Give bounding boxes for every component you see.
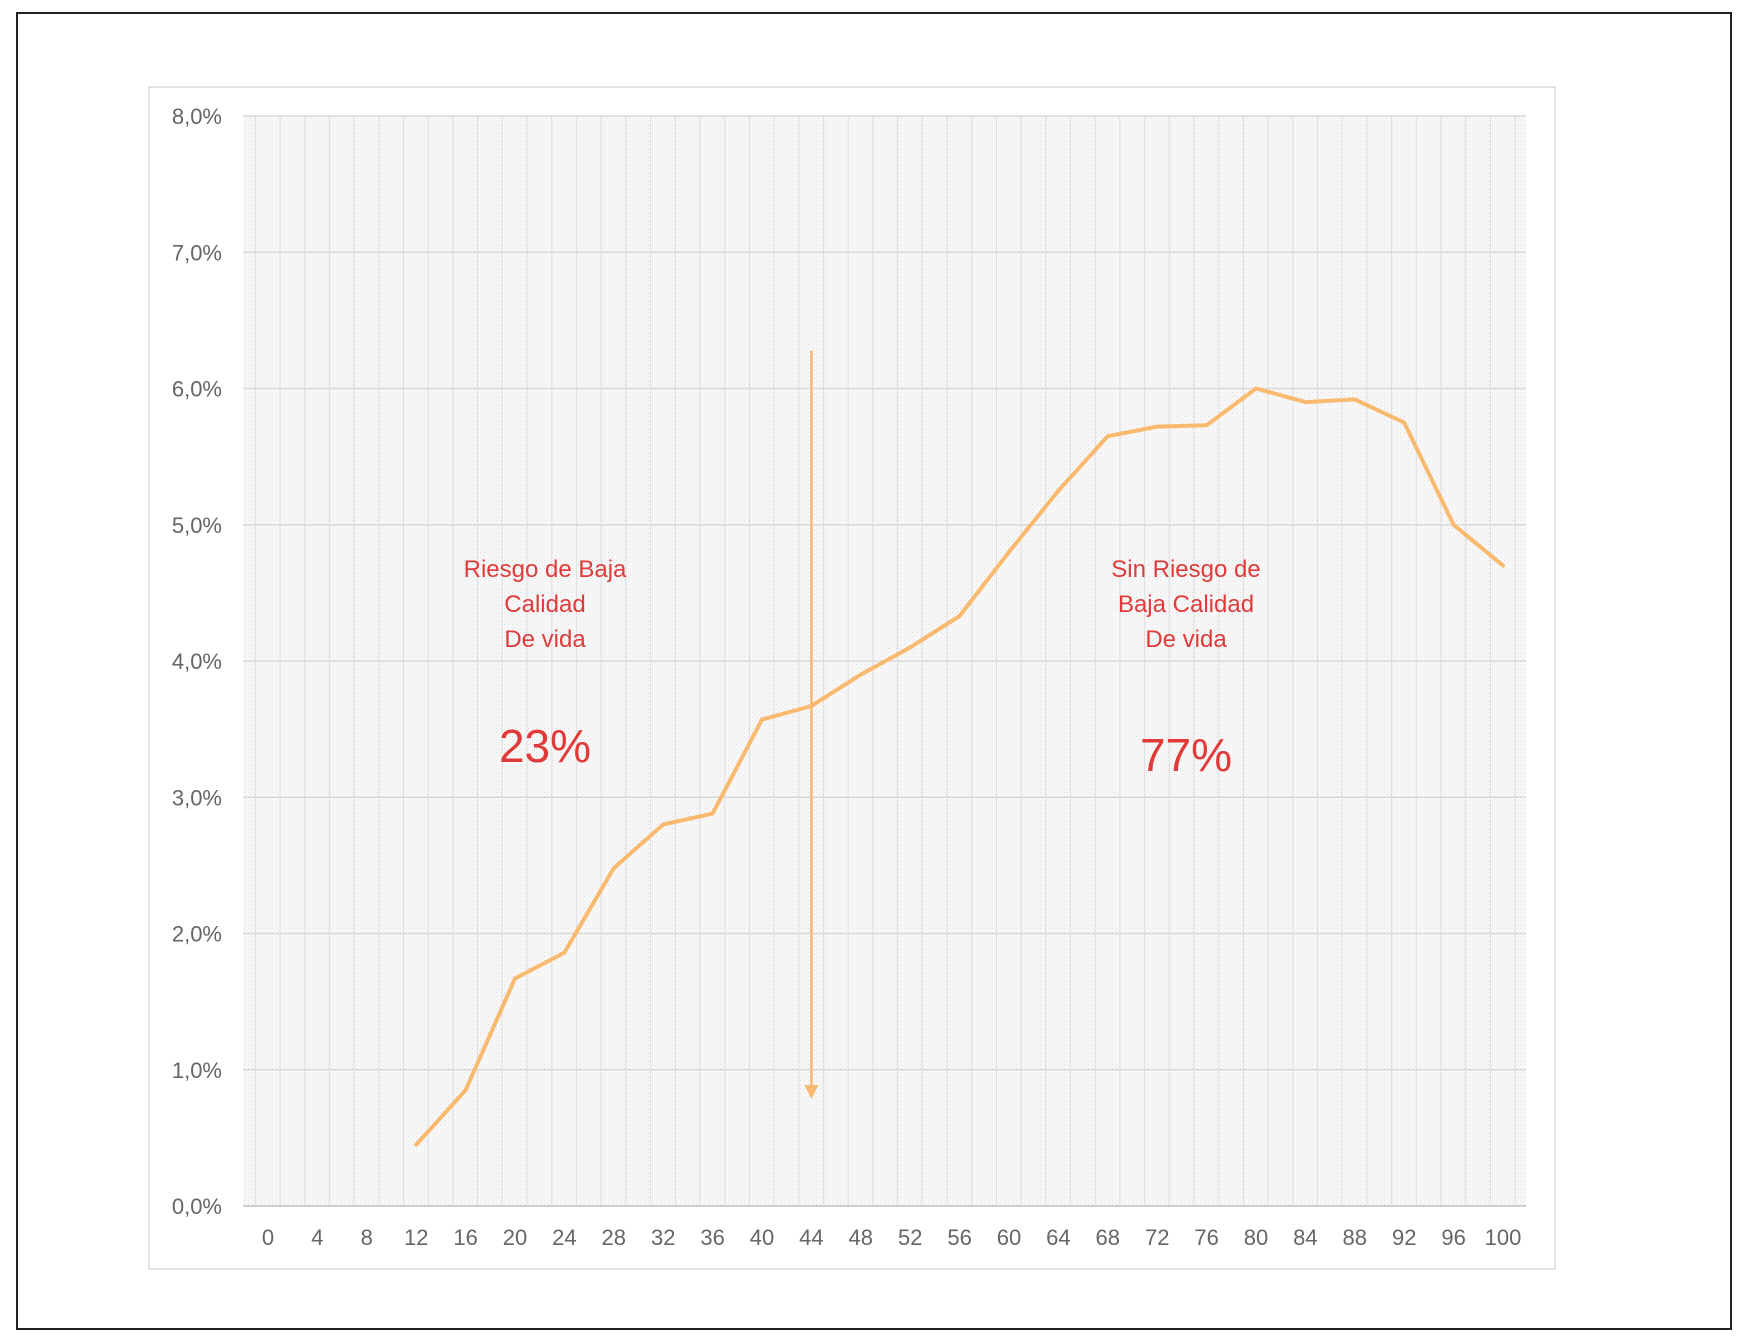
annotation-label: Baja Calidad [1118,591,1254,618]
x-tick-label: 84 [1293,1225,1317,1250]
data-point [513,977,517,980]
x-tick-label: 4 [311,1225,323,1250]
divider-arrowhead [804,1085,819,1099]
data-point [414,1143,418,1147]
data-point [1501,564,1505,568]
y-tick-label: 8,0% [172,104,222,129]
x-tick-label: 20 [503,1225,527,1250]
x-tick-label: 32 [651,1225,675,1250]
x-tick-label: 92 [1392,1225,1416,1250]
x-tick-label: 100 [1485,1225,1522,1250]
y-tick-label: 5,0% [172,513,222,538]
data-point [1402,421,1406,425]
data-point [1452,523,1456,527]
data-point [1155,425,1159,429]
annotation-value: 77% [1140,729,1232,781]
x-tick-label: 40 [750,1225,774,1250]
data-point [809,704,813,708]
x-tick-label: 24 [552,1225,576,1250]
x-tick-label: 44 [799,1225,823,1250]
data-point [908,645,912,649]
y-tick-label: 6,0% [172,377,222,402]
data-point [711,812,715,816]
outer-frame [16,12,1732,1330]
annotation-label: Riesgo de Baja [464,556,627,583]
annotation-label: De vida [504,626,586,653]
x-tick-label: 28 [602,1225,626,1250]
x-tick-label: 80 [1244,1225,1268,1250]
x-tick-label: 72 [1145,1225,1169,1250]
data-point [464,1088,468,1092]
x-tick-label: 88 [1343,1225,1367,1250]
data-point [1254,387,1258,390]
y-tick-label: 2,0% [172,922,222,947]
data-point [958,614,962,618]
x-tick-label: 36 [700,1225,724,1250]
x-tick-label: 12 [404,1225,428,1250]
x-tick-label: 56 [947,1225,971,1250]
data-point [562,951,566,955]
data-point [1353,397,1357,401]
data-point [859,673,863,677]
annotation-value: 23% [499,720,591,772]
annotation-label: Calidad [504,591,585,618]
x-tick-label: 96 [1441,1225,1465,1250]
x-tick-label: 8 [361,1225,373,1250]
annotation-label: De vida [1145,626,1227,653]
y-tick-label: 7,0% [172,240,222,265]
data-point [760,718,764,722]
data-point [1205,423,1209,427]
x-tick-label: 52 [898,1225,922,1250]
y-tick-label: 0,0% [172,1194,222,1219]
y-tick-label: 1,0% [172,1058,222,1083]
x-tick-label: 68 [1096,1225,1120,1250]
annotation-label: Sin Riesgo de [1111,556,1260,583]
y-tick-label: 3,0% [172,785,222,810]
data-point [1056,489,1060,493]
x-tick-label: 76 [1194,1225,1218,1250]
data-point [612,866,616,870]
x-tick-label: 60 [997,1225,1021,1250]
data-point [661,823,665,826]
y-tick-label: 4,0% [172,649,222,674]
x-tick-label: 16 [453,1225,477,1250]
data-point [1007,550,1011,554]
x-tick-label: 0 [262,1225,274,1250]
x-tick-label: 64 [1046,1225,1070,1250]
data-point [1106,434,1110,438]
data-point [1303,400,1307,404]
x-tick-label: 48 [849,1225,873,1250]
